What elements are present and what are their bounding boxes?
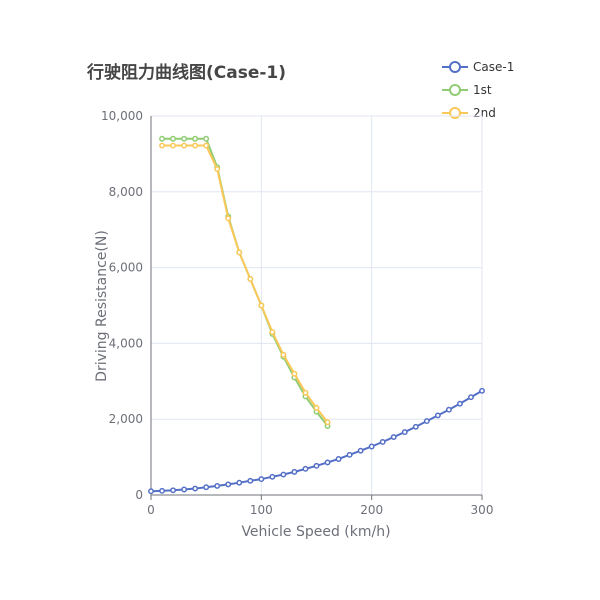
data-point-case-1[interactable]: [269, 473, 276, 480]
data-point-2nd[interactable]: [324, 419, 331, 426]
x-tick-label: 200: [360, 503, 383, 517]
data-point-case-1[interactable]: [346, 451, 353, 458]
data-point-case-1[interactable]: [324, 459, 331, 466]
x-tick-label: 100: [250, 503, 273, 517]
data-point-case-1[interactable]: [479, 387, 485, 394]
series-1st: [159, 135, 331, 429]
data-point-2nd[interactable]: [214, 166, 221, 173]
data-point-case-1[interactable]: [214, 482, 221, 489]
data-point-case-1[interactable]: [236, 479, 243, 486]
data-point-2nd[interactable]: [159, 142, 165, 149]
data-point-1st[interactable]: [159, 135, 165, 142]
y-tick-label: 6,000: [109, 261, 143, 275]
data-point-1st[interactable]: [203, 135, 210, 142]
data-point-2nd[interactable]: [269, 329, 276, 335]
data-point-case-1[interactable]: [203, 484, 210, 491]
legend-item-case-1[interactable]: Case-1: [442, 58, 592, 81]
legend-swatch-case-1: [442, 61, 468, 73]
data-point-2nd[interactable]: [302, 389, 309, 396]
series-2nd: [159, 142, 331, 426]
x-tick-label: 0: [147, 503, 155, 517]
data-point-case-1[interactable]: [192, 485, 199, 492]
data-point-case-1[interactable]: [247, 477, 254, 484]
legend-item-1st[interactable]: 1st: [442, 81, 592, 104]
data-point-1st[interactable]: [181, 135, 188, 142]
legend-swatch-1st: [442, 84, 468, 96]
y-tick-label: 2,000: [109, 412, 143, 426]
y-tick-label: 4,000: [109, 336, 143, 350]
data-point-case-1[interactable]: [302, 465, 309, 472]
x-axis-title: Vehicle Speed (km/h): [241, 524, 390, 540]
data-point-case-1[interactable]: [379, 438, 386, 445]
data-point-2nd[interactable]: [192, 142, 199, 149]
data-point-1st[interactable]: [170, 135, 177, 142]
data-point-2nd[interactable]: [236, 249, 243, 256]
data-point-case-1[interactable]: [357, 447, 364, 454]
data-point-2nd[interactable]: [170, 142, 177, 149]
y-tick-label: 8,000: [109, 185, 143, 199]
data-point-case-1[interactable]: [434, 412, 441, 419]
data-point-case-1[interactable]: [258, 476, 265, 483]
data-point-2nd[interactable]: [203, 142, 210, 149]
data-point-case-1[interactable]: [159, 487, 165, 494]
axis-layer: 0 2,000 4,000 6,000 8,000 10,000 0 100 200 300: [101, 109, 493, 517]
series-case-1: [148, 387, 485, 495]
y-axis-title: Driving Resistance(N): [94, 230, 110, 382]
data-point-case-1[interactable]: [148, 488, 154, 495]
data-point-1st[interactable]: [192, 135, 199, 142]
data-point-case-1[interactable]: [368, 443, 375, 450]
x-tick-label: 300: [471, 503, 494, 517]
data-point-2nd[interactable]: [181, 142, 188, 149]
data-point-case-1[interactable]: [335, 456, 342, 462]
y-tick-label: 10,000: [101, 109, 143, 123]
data-point-case-1[interactable]: [170, 487, 177, 494]
series-line-1st: [162, 137, 329, 427]
series-line-2nd: [162, 144, 329, 423]
data-point-case-1[interactable]: [390, 434, 397, 440]
data-point-2nd[interactable]: [280, 351, 287, 358]
data-point-case-1[interactable]: [445, 406, 452, 413]
data-point-case-1[interactable]: [423, 418, 430, 425]
data-point-2nd[interactable]: [291, 370, 298, 377]
data-point-case-1[interactable]: [456, 400, 463, 407]
data-point-case-1[interactable]: [313, 462, 320, 469]
data-point-2nd[interactable]: [225, 215, 232, 222]
data-point-case-1[interactable]: [401, 429, 408, 436]
chart-title: 行驶阻力曲线图(Case-1): [87, 63, 287, 83]
data-point-2nd[interactable]: [258, 302, 265, 309]
legend-label-1st: 1st: [473, 83, 492, 97]
grid-layer: [151, 115, 483, 495]
data-point-case-1[interactable]: [412, 423, 419, 430]
data-point-2nd[interactable]: [247, 276, 254, 282]
data-point-case-1[interactable]: [280, 471, 287, 478]
data-point-case-1[interactable]: [291, 468, 298, 475]
data-point-case-1[interactable]: [468, 394, 474, 401]
data-point-case-1[interactable]: [225, 481, 232, 488]
legend-label-case-1: Case-1: [473, 60, 515, 74]
data-point-case-1[interactable]: [181, 486, 188, 493]
data-point-2nd[interactable]: [313, 404, 320, 411]
series-layer: [148, 135, 485, 495]
y-tick-label: 0: [135, 488, 143, 502]
